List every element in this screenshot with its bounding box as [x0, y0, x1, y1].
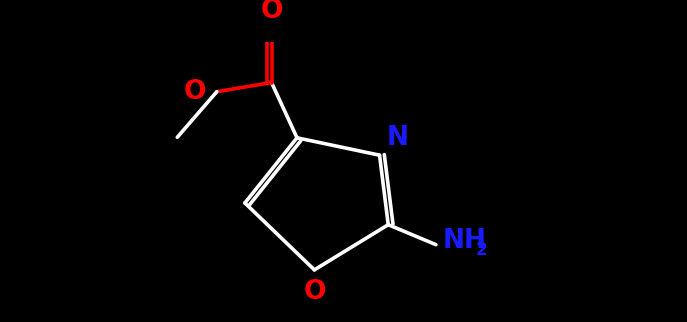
Text: O: O	[303, 279, 326, 305]
Text: NH: NH	[443, 228, 487, 254]
Text: N: N	[387, 125, 409, 151]
Text: O: O	[184, 79, 206, 105]
Text: O: O	[260, 0, 283, 24]
Text: 2: 2	[476, 241, 488, 259]
